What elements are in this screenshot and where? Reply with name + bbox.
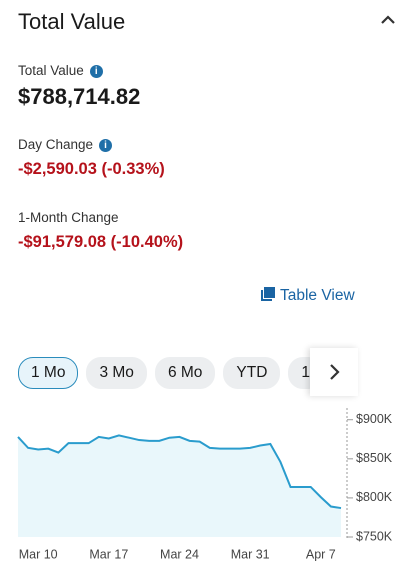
line xyxy=(17,434,342,510)
scroll-right[interactable] xyxy=(310,348,358,396)
x-tick-label: Mar 17 xyxy=(89,547,128,561)
x-tick-label: Apr 7 xyxy=(306,547,336,561)
metric-label: Day Change xyxy=(18,137,94,152)
table-icon xyxy=(261,287,275,301)
range-pill[interactable]: YTD xyxy=(223,357,281,389)
metric-value: $788,714.82 xyxy=(18,84,141,109)
metric-label: 1-Month Change xyxy=(18,210,119,225)
range-pill[interactable]: 1 Mo xyxy=(18,357,79,389)
table-view-text: Table View xyxy=(280,287,355,304)
info-icon[interactable]: i xyxy=(99,139,113,152)
y-tick-label: $850K xyxy=(356,451,393,465)
range-pill[interactable]: 6 Mo xyxy=(154,357,216,389)
x-tick-label: Mar 10 xyxy=(19,547,58,561)
header-title: Total Value xyxy=(18,9,126,34)
table-view-link[interactable]: Table View xyxy=(259,286,355,305)
metric-value: -$2,590.03 (-0.33%) xyxy=(18,160,165,178)
x-tick-label: Mar 24 xyxy=(160,547,199,561)
y-tick-label: $800K xyxy=(356,490,393,504)
x-tick-label: Mar 31 xyxy=(231,547,270,561)
metric-value: -$91,579.08 (-10.40%) xyxy=(18,233,184,251)
info-icon[interactable]: i xyxy=(89,65,103,78)
range-pill[interactable]: 3 Mo xyxy=(86,357,147,389)
metric-label-wrap: Total Value i xyxy=(18,63,103,78)
y-tick-label: $750K xyxy=(356,529,393,543)
collapse-button[interactable] xyxy=(378,10,398,30)
metric-label: Total Value xyxy=(18,63,84,78)
y-tick-label: $900K xyxy=(356,412,393,426)
arrow-icon xyxy=(330,364,340,380)
area-fill xyxy=(18,435,341,537)
range-pills: 1 Mo 3 Mo 6 Mo YTD 1 xyxy=(18,357,324,389)
metric-label-wrap: Day Change i xyxy=(18,137,113,152)
